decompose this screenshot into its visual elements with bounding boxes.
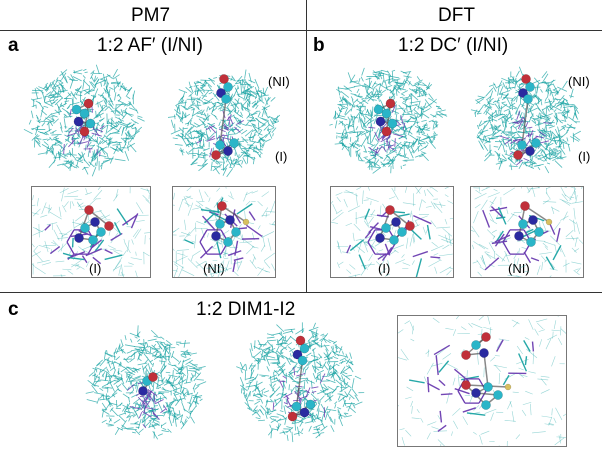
- panel-b-i-label: (I): [578, 149, 591, 164]
- panel-a-letter: a: [8, 35, 19, 56]
- panel-a-inset2-label: (NI): [203, 262, 225, 275]
- panel-a-complex-top-view: [23, 64, 145, 177]
- panel-b-inset-included-guest: [330, 186, 454, 278]
- panel-a-inset-nonincluded-guest: [172, 186, 276, 278]
- column-header-pm7: PM7: [131, 5, 171, 26]
- panel-c-inset-dimer-guest: [397, 315, 567, 447]
- panel-c-title: 1:2 DIM1-I2: [196, 299, 296, 320]
- panel-b-inset1-label: (I): [378, 261, 391, 276]
- panel-b-complex-top-view: [329, 67, 448, 174]
- header-divider: [0, 30, 602, 31]
- panel-c-letter: c: [8, 299, 19, 320]
- vertical-divider: [306, 0, 307, 292]
- panel-b-letter: b: [313, 35, 325, 56]
- panel-a-i-label: (I): [275, 149, 288, 164]
- panel-b-title: 1:2 DC′ (I/NI): [398, 35, 509, 56]
- row-divider: [0, 292, 602, 293]
- panel-c-complex-side-view: [236, 322, 365, 443]
- panel-a-ni-label: (NI): [268, 74, 290, 89]
- panel-c-complex-top-view: [85, 325, 207, 440]
- panel-b-inset-nonincluded-guest: [470, 186, 584, 278]
- panel-a-inset1-label: (I): [89, 261, 102, 276]
- panel-a-complex-side-view: [168, 69, 280, 178]
- panel-b-complex-side-view: [470, 66, 582, 174]
- column-header-dft: DFT: [438, 5, 475, 26]
- panel-a-inset-included-guest: [31, 186, 151, 278]
- panel-b-ni-label: (NI): [568, 74, 590, 89]
- panel-a-title: 1:2 AF′ (I/NI): [97, 35, 203, 56]
- panel-b-inset2-label: (NI): [508, 261, 530, 276]
